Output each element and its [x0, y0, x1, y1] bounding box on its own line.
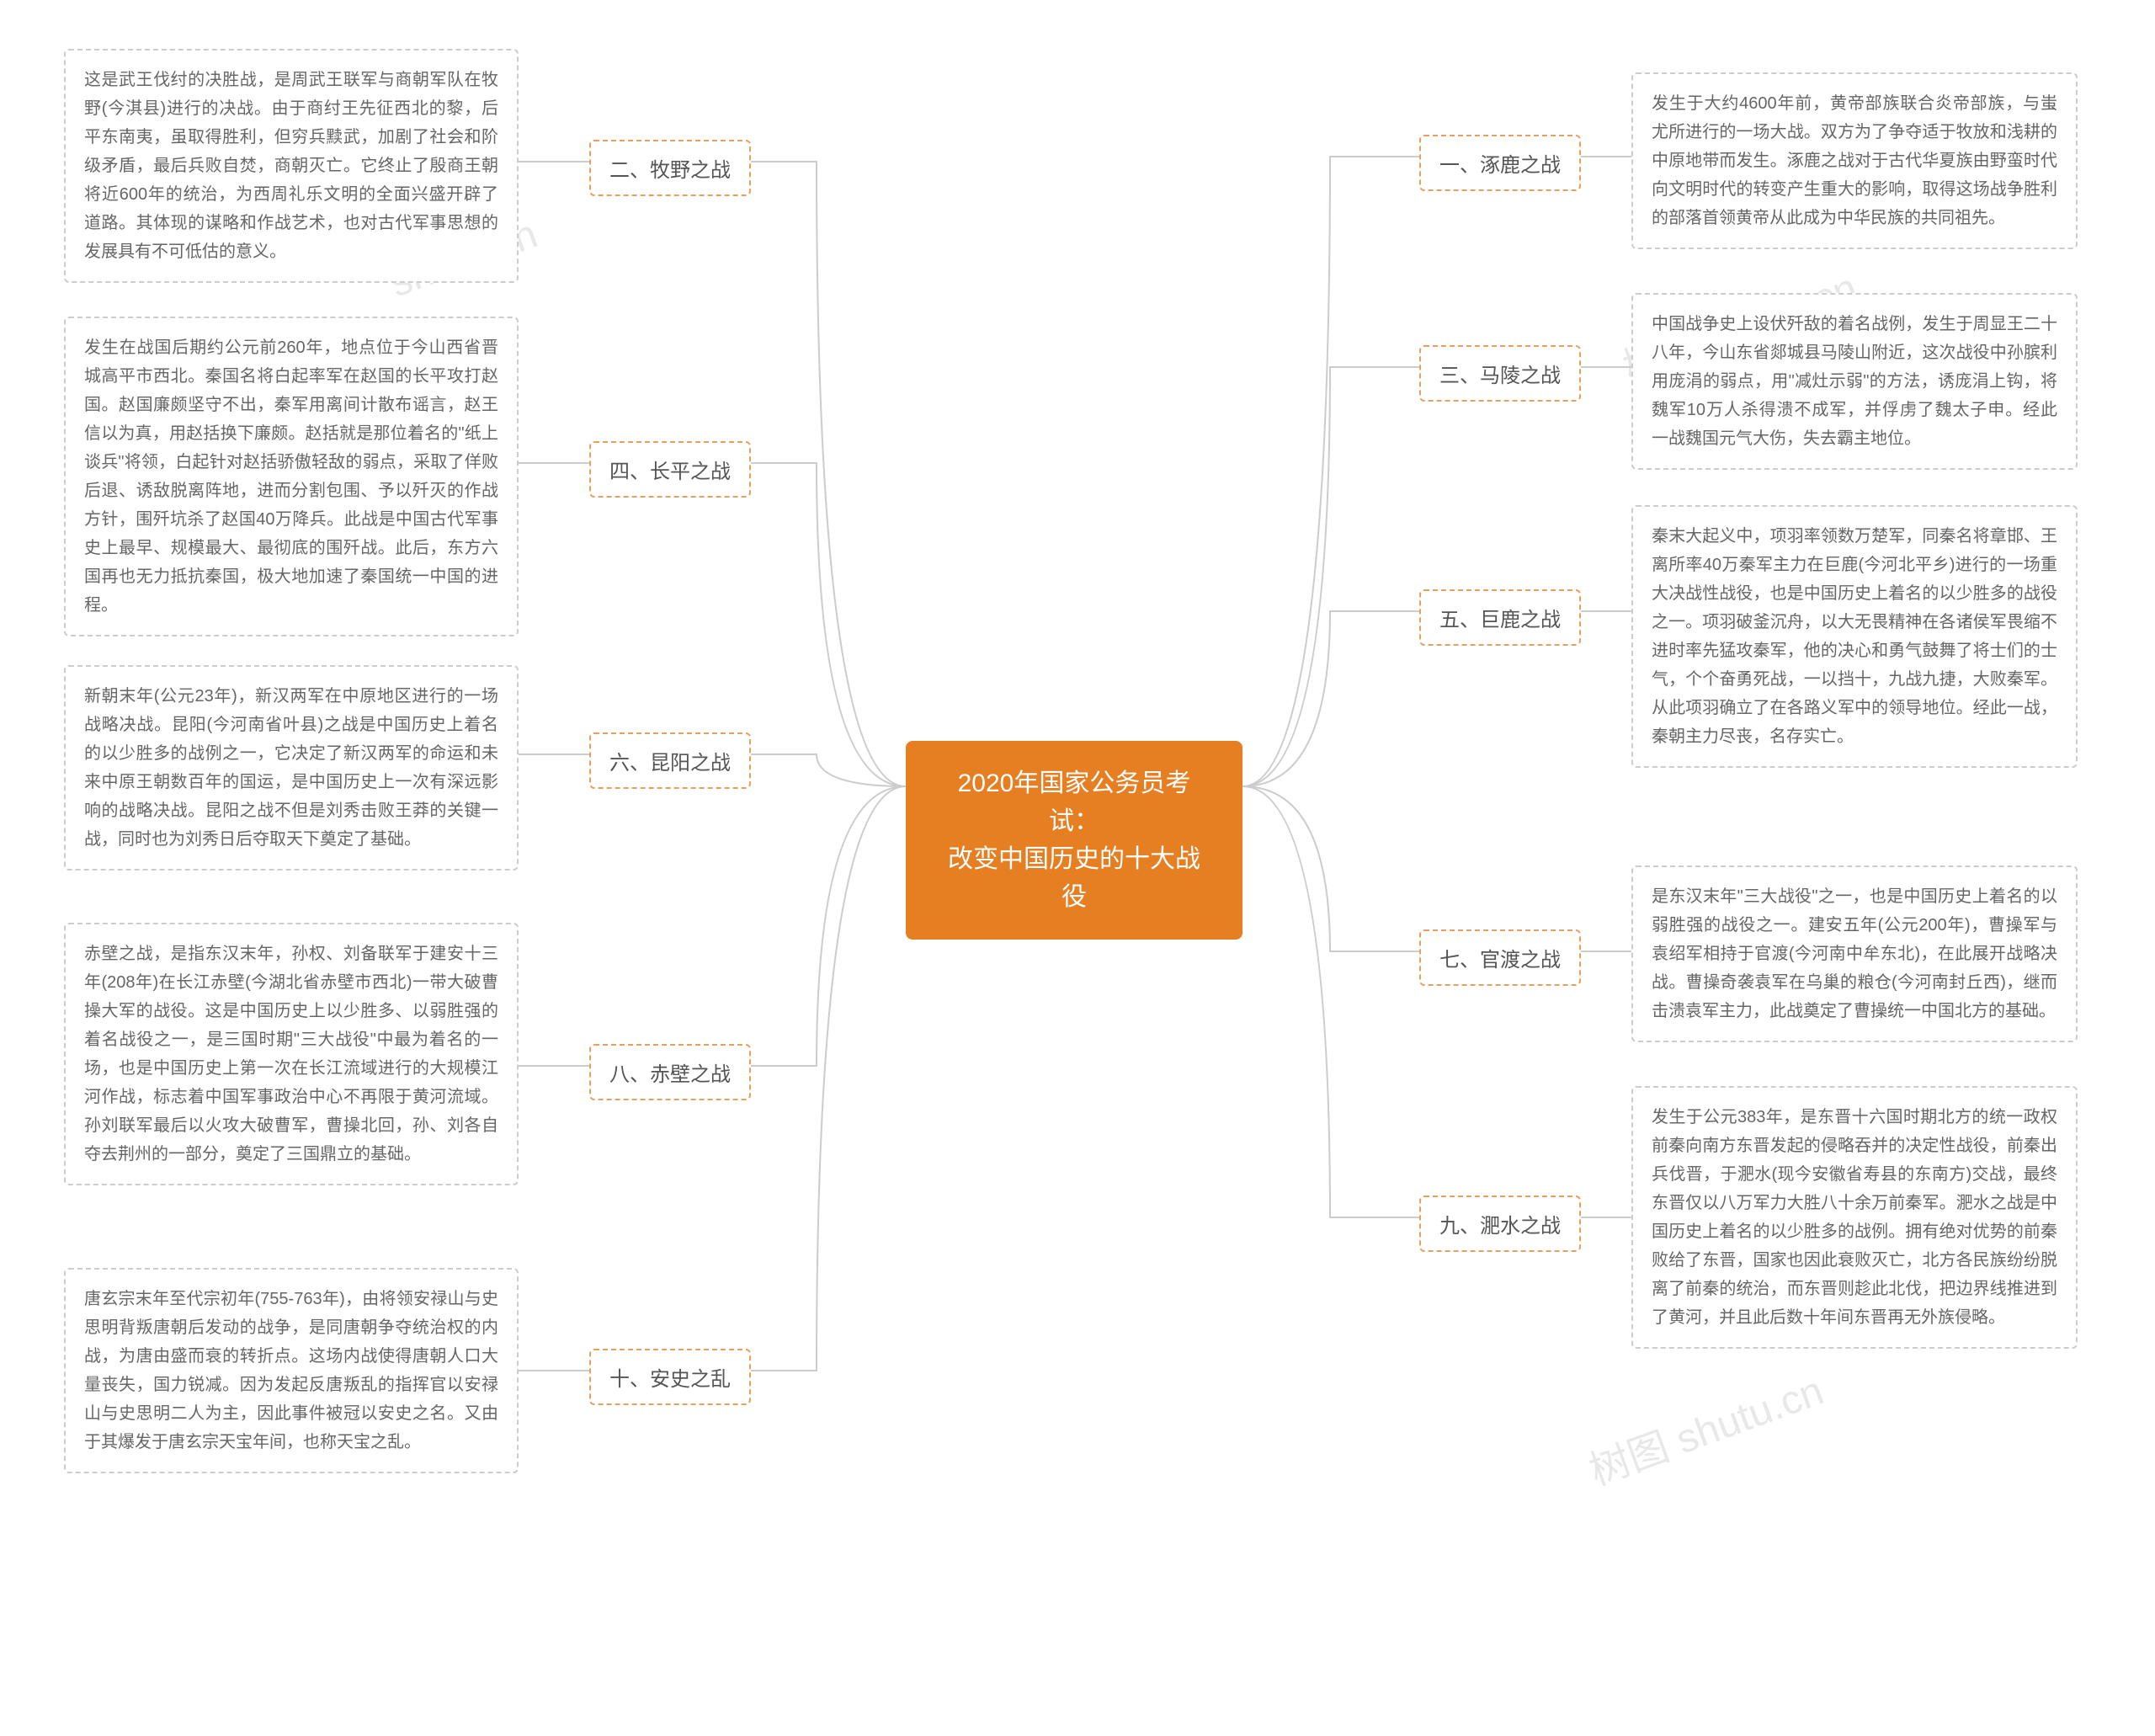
center-title-line1: 2020年国家公务员考试： [958, 769, 1191, 835]
battle-detail-6: 新朝末年(公元23年)，新汉两军在中原地区进行的一场战略决战。昆阳(今河南省叶县… [64, 665, 519, 871]
battle-node-7[interactable]: 七、官渡之战 [1419, 929, 1581, 986]
battle-detail-3: 中国战争史上设伏歼敌的着名战例，发生于周显王二十八年，今山东省郯城县马陵山附近，… [1631, 293, 2078, 470]
battle-node-1[interactable]: 一、涿鹿之战 [1419, 135, 1581, 191]
battle-node-3[interactable]: 三、马陵之战 [1419, 345, 1581, 402]
battle-node-4[interactable]: 四、长平之战 [589, 441, 751, 498]
battle-node-5[interactable]: 五、巨鹿之战 [1419, 589, 1581, 646]
battle-detail-4: 发生在战国后期约公元前260年，地点位于今山西省晋城高平市西北。秦国名将白起率军… [64, 317, 519, 636]
battle-node-8[interactable]: 八、赤壁之战 [589, 1044, 751, 1100]
battle-node-9[interactable]: 九、淝水之战 [1419, 1195, 1581, 1252]
battle-detail-7: 是东汉末年"三大战役"之一，也是中国历史上着名的以弱胜强的战役之一。建安五年(公… [1631, 865, 2078, 1042]
watermark: 树图 shutu.cn [1580, 1357, 1830, 1496]
battle-detail-5: 秦末大起义中，项羽率领数万楚军，同秦名将章邯、王离所率40万秦军主力在巨鹿(今河… [1631, 505, 2078, 768]
battle-node-6[interactable]: 六、昆阳之战 [589, 732, 751, 789]
battle-detail-1: 发生于大约4600年前，黄帝部族联合炎帝部族，与蚩尤所进行的一场大战。双方为了争… [1631, 72, 2078, 249]
battle-detail-9: 发生于公元383年，是东晋十六国时期北方的统一政权前秦向南方东晋发起的侵略吞并的… [1631, 1086, 2078, 1349]
center-title-line2: 改变中国历史的十大战役 [948, 845, 1200, 911]
battle-detail-10: 唐玄宗末年至代宗初年(755-763年)，由将领安禄山与史思明背叛唐朝后发动的战… [64, 1268, 519, 1473]
battle-detail-8: 赤壁之战，是指东汉末年，孙权、刘备联军于建安十三年(208年)在长江赤壁(今湖北… [64, 923, 519, 1185]
battle-detail-2: 这是武王伐纣的决胜战，是周武王联军与商朝军队在牧野(今淇县)进行的决战。由于商纣… [64, 49, 519, 283]
battle-node-10[interactable]: 十、安史之乱 [589, 1349, 751, 1405]
center-topic[interactable]: 2020年国家公务员考试： 改变中国历史的十大战役 [906, 741, 1242, 940]
battle-node-2[interactable]: 二、牧野之战 [589, 140, 751, 196]
